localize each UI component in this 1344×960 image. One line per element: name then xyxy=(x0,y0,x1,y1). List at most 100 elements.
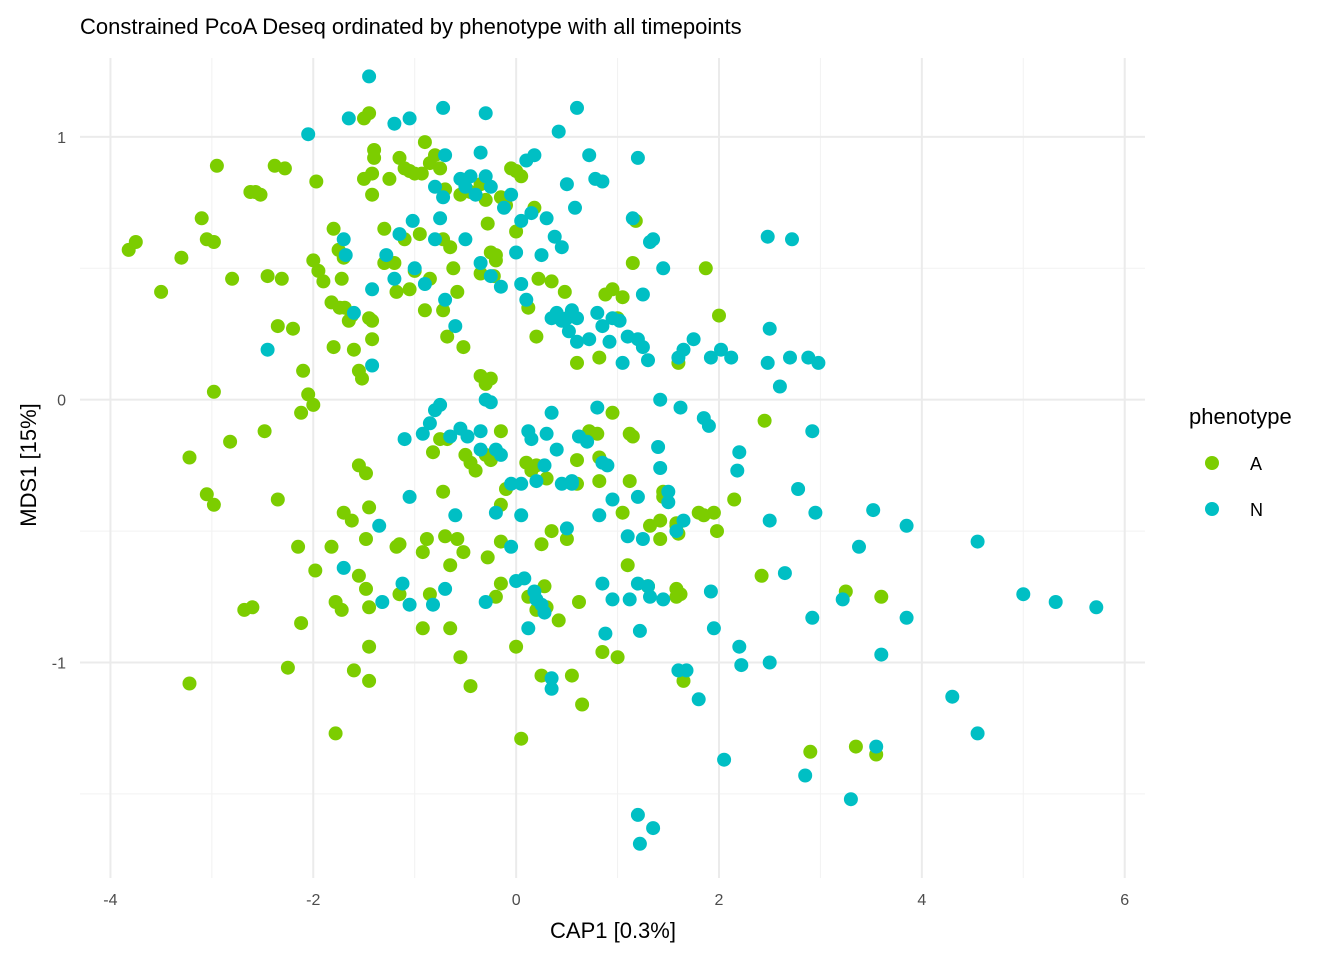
data-point xyxy=(529,329,544,344)
data-point xyxy=(632,836,647,851)
data-point xyxy=(691,505,706,520)
data-point xyxy=(534,537,549,552)
data-point xyxy=(661,495,676,510)
data-point xyxy=(843,792,858,807)
data-point xyxy=(945,689,960,704)
data-point xyxy=(504,476,519,491)
data-point xyxy=(334,602,349,617)
data-point xyxy=(531,271,546,286)
data-point xyxy=(154,284,169,299)
data-point xyxy=(570,100,584,115)
data-point xyxy=(346,305,361,320)
data-point xyxy=(651,440,666,454)
data-point xyxy=(448,508,463,523)
data-point xyxy=(732,639,747,654)
data-point xyxy=(473,442,488,457)
x-tick-label: -2 xyxy=(306,892,320,909)
data-point xyxy=(365,313,380,328)
data-point xyxy=(710,524,724,539)
data-point xyxy=(414,166,429,181)
data-point xyxy=(537,605,552,620)
data-point xyxy=(483,269,498,284)
data-point xyxy=(422,587,437,602)
data-point xyxy=(570,355,584,370)
data-point xyxy=(306,253,321,268)
data-point xyxy=(632,623,647,638)
data-point xyxy=(615,290,630,305)
data-point xyxy=(392,150,407,165)
data-point xyxy=(301,387,316,402)
data-point xyxy=(326,340,341,355)
data-point xyxy=(970,534,985,549)
data-point xyxy=(480,550,495,565)
data-point xyxy=(359,532,373,546)
data-point xyxy=(504,539,519,554)
data-point xyxy=(521,621,536,636)
data-point xyxy=(438,148,453,163)
data-point xyxy=(336,560,351,575)
data-point xyxy=(328,726,343,741)
data-point xyxy=(874,647,889,662)
data-point xyxy=(417,303,432,318)
data-point xyxy=(777,566,792,581)
data-point xyxy=(706,621,721,636)
data-point xyxy=(128,235,143,249)
data-point xyxy=(625,256,640,270)
data-point xyxy=(415,545,430,560)
data-point xyxy=(612,313,627,328)
data-point xyxy=(717,752,732,767)
data-point xyxy=(590,400,605,415)
data-point xyxy=(362,106,377,121)
data-point xyxy=(392,587,407,602)
data-point xyxy=(402,111,417,126)
data-point xyxy=(1089,600,1104,615)
data-point xyxy=(714,342,728,357)
data-point xyxy=(493,279,508,294)
data-point xyxy=(600,458,615,473)
data-point xyxy=(524,206,539,221)
data-point xyxy=(625,211,640,226)
data-point xyxy=(514,476,529,491)
data-point xyxy=(757,413,772,428)
data-point xyxy=(422,416,437,431)
data-point xyxy=(463,169,478,184)
data-point xyxy=(405,213,420,228)
data-point xyxy=(182,676,197,691)
data-point xyxy=(458,232,473,247)
data-point xyxy=(656,592,671,607)
data-point xyxy=(514,731,529,746)
data-point xyxy=(433,211,448,226)
data-point xyxy=(549,442,564,457)
data-point xyxy=(306,397,321,412)
data-point xyxy=(803,744,818,759)
legend-key-n xyxy=(1205,502,1219,516)
data-point xyxy=(483,179,498,194)
data-point xyxy=(1048,595,1063,609)
data-point xyxy=(199,487,214,502)
data-point xyxy=(517,571,532,586)
data-point xyxy=(570,334,584,349)
data-point xyxy=(365,187,380,202)
data-point xyxy=(286,321,300,336)
x-tick-label: 2 xyxy=(715,892,724,909)
data-point xyxy=(805,424,820,439)
data-point xyxy=(724,350,739,365)
data-point xyxy=(387,116,402,131)
data-point xyxy=(551,613,566,628)
data-point xyxy=(547,229,562,244)
data-point xyxy=(602,334,617,349)
data-point xyxy=(392,227,407,242)
data-point xyxy=(899,610,914,625)
data-point xyxy=(653,513,668,528)
data-point xyxy=(874,589,889,604)
x-tick-label: 4 xyxy=(917,892,926,909)
data-point xyxy=(402,489,417,504)
data-point xyxy=(488,253,503,268)
data-point xyxy=(443,621,458,636)
data-point xyxy=(635,532,650,546)
data-point xyxy=(453,650,468,665)
data-point xyxy=(478,106,493,121)
data-point xyxy=(732,445,747,460)
data-point xyxy=(436,484,451,499)
